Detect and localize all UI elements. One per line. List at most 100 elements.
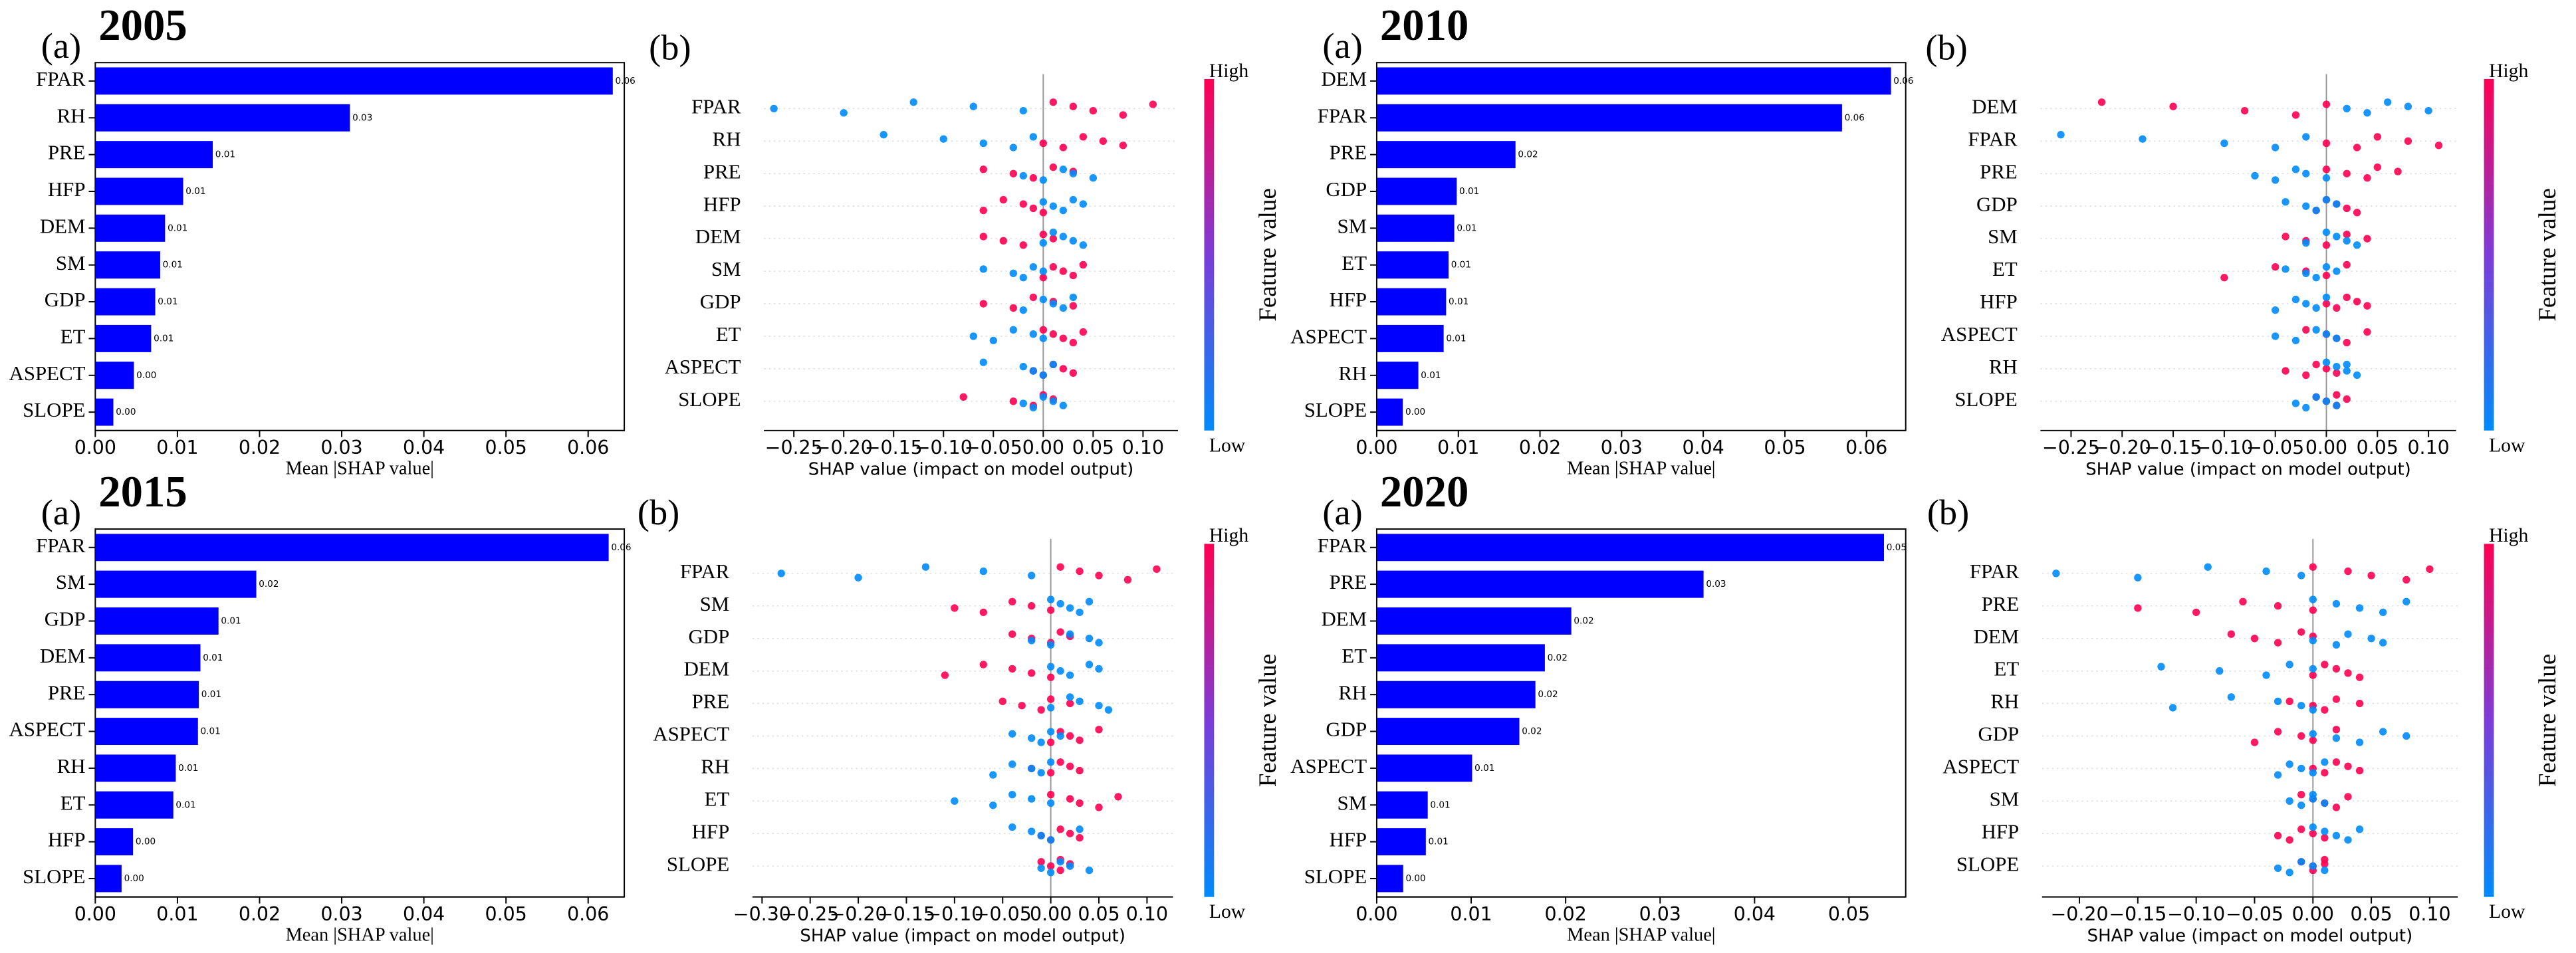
shap-point <box>1079 241 1088 249</box>
shap-point <box>1059 401 1068 409</box>
y-tick-label: FPAR <box>1968 127 2018 150</box>
shap-point <box>2333 304 2341 312</box>
shap-point <box>1039 267 1048 275</box>
shap-point <box>2274 602 2282 610</box>
shap-point <box>951 604 959 612</box>
shap-point <box>2333 401 2341 409</box>
x-tick-label: −0.25 <box>781 903 839 925</box>
shap-point <box>998 697 1006 706</box>
shap-point <box>2192 608 2200 617</box>
y-tick-label: GDP <box>1326 718 1367 741</box>
shap-point <box>2282 198 2289 206</box>
shap-point <box>2322 271 2331 280</box>
y-tick-label: GDP <box>1976 192 2018 215</box>
bar <box>1376 398 1403 426</box>
colorbar-label: Feature value <box>1254 188 1282 322</box>
y-tick-label: FPAR <box>1318 104 1367 127</box>
shap-point <box>1076 825 1084 833</box>
shap-point <box>1049 235 1058 243</box>
shap-point <box>2052 570 2060 578</box>
shap-point <box>989 801 997 809</box>
bar <box>1376 791 1428 819</box>
shap-point <box>1008 665 1016 673</box>
shap-point <box>2322 365 2331 373</box>
shap-point <box>1104 706 1113 714</box>
shap-point <box>1046 769 1055 777</box>
y-tick-label: SM <box>1988 225 2018 248</box>
x-tick-label: 0.00 <box>2305 437 2347 459</box>
shap-point <box>2285 697 2293 706</box>
y-tick-label: SM <box>1990 787 2020 810</box>
shap-point <box>1009 169 1018 177</box>
value-label: 0.01 <box>185 186 205 197</box>
shap-point <box>1029 293 1038 302</box>
x-tick-label: 0.02 <box>1519 437 1561 459</box>
shap-point <box>2134 574 2142 582</box>
shap-point <box>840 109 848 117</box>
shap-point <box>1046 673 1055 681</box>
shap-point <box>2322 139 2331 148</box>
shap-point <box>1089 174 1098 182</box>
x-tick-label: 0.05 <box>1828 903 1870 925</box>
bar <box>95 718 198 746</box>
y-tick-label: ASPECT <box>9 718 86 741</box>
shap-point <box>1028 827 1036 835</box>
shap-point <box>1009 397 1018 405</box>
value-label: 0.06 <box>616 76 636 86</box>
shap-point <box>2367 634 2375 643</box>
shap-point <box>1037 831 1045 840</box>
y-tick-label: ASPECT <box>653 722 729 746</box>
shap-point <box>2402 732 2410 740</box>
y-tick-label: RH <box>1989 355 2018 378</box>
x-tick-label: 0.06 <box>567 903 609 925</box>
shap-point <box>2285 760 2293 768</box>
x-tick-label: −0.20 <box>2050 903 2108 925</box>
shap-point <box>1095 639 1103 647</box>
colorbar-low: Low <box>1209 435 1246 456</box>
shap-point <box>1029 263 1038 271</box>
value-label: 0.06 <box>1845 112 1865 123</box>
shap-point <box>2297 732 2305 740</box>
bar <box>95 754 176 782</box>
y-tick-label: SLOPE <box>678 387 741 411</box>
shap-point <box>2373 133 2381 141</box>
shap-point <box>1039 209 1048 217</box>
y-tick-label: ET <box>60 325 86 348</box>
shap-point <box>1076 697 1084 706</box>
y-tick-label: SLOPE <box>23 865 85 888</box>
bar <box>95 251 160 279</box>
shap-point <box>2355 604 2364 612</box>
shap-point <box>1049 98 1058 106</box>
panel-label: (a) <box>1322 26 1362 66</box>
shap-point <box>2332 665 2341 673</box>
shap-point <box>2434 142 2443 150</box>
shap-point <box>2302 300 2310 308</box>
x-axis-label: Mean |SHAP value| <box>1567 924 1715 945</box>
y-tick-label: ET <box>716 322 741 346</box>
x-tick-label: 0.01 <box>156 903 198 925</box>
shap-point <box>2363 109 2371 117</box>
shap-point <box>2333 267 2341 275</box>
shap-point <box>2274 771 2282 779</box>
shap-point <box>2332 695 2341 703</box>
colorbar-low: Low <box>1209 901 1246 922</box>
shap-point <box>2285 661 2293 669</box>
value-label: 0.02 <box>1548 653 1568 663</box>
shap-point <box>1009 326 1018 334</box>
colorbar <box>2484 78 2494 431</box>
shap-point <box>1029 174 1038 182</box>
shap-point <box>2379 728 2387 736</box>
x-axis-label: Mean |SHAP value| <box>286 924 434 945</box>
value-label: 0.01 <box>1474 763 1494 774</box>
shap-point <box>2322 330 2331 338</box>
x-tick-label: −0.20 <box>830 903 887 925</box>
shap-point <box>1114 793 1122 801</box>
shap-point <box>1059 144 1068 152</box>
shap-point <box>1046 606 1055 614</box>
shap-point <box>1069 302 1078 310</box>
shap-point <box>2424 106 2432 115</box>
x-tick-label: 0.05 <box>485 903 527 925</box>
value-label: 0.03 <box>352 112 372 123</box>
y-tick-label: DEM <box>1974 625 2020 648</box>
shap-point <box>1049 228 1058 237</box>
